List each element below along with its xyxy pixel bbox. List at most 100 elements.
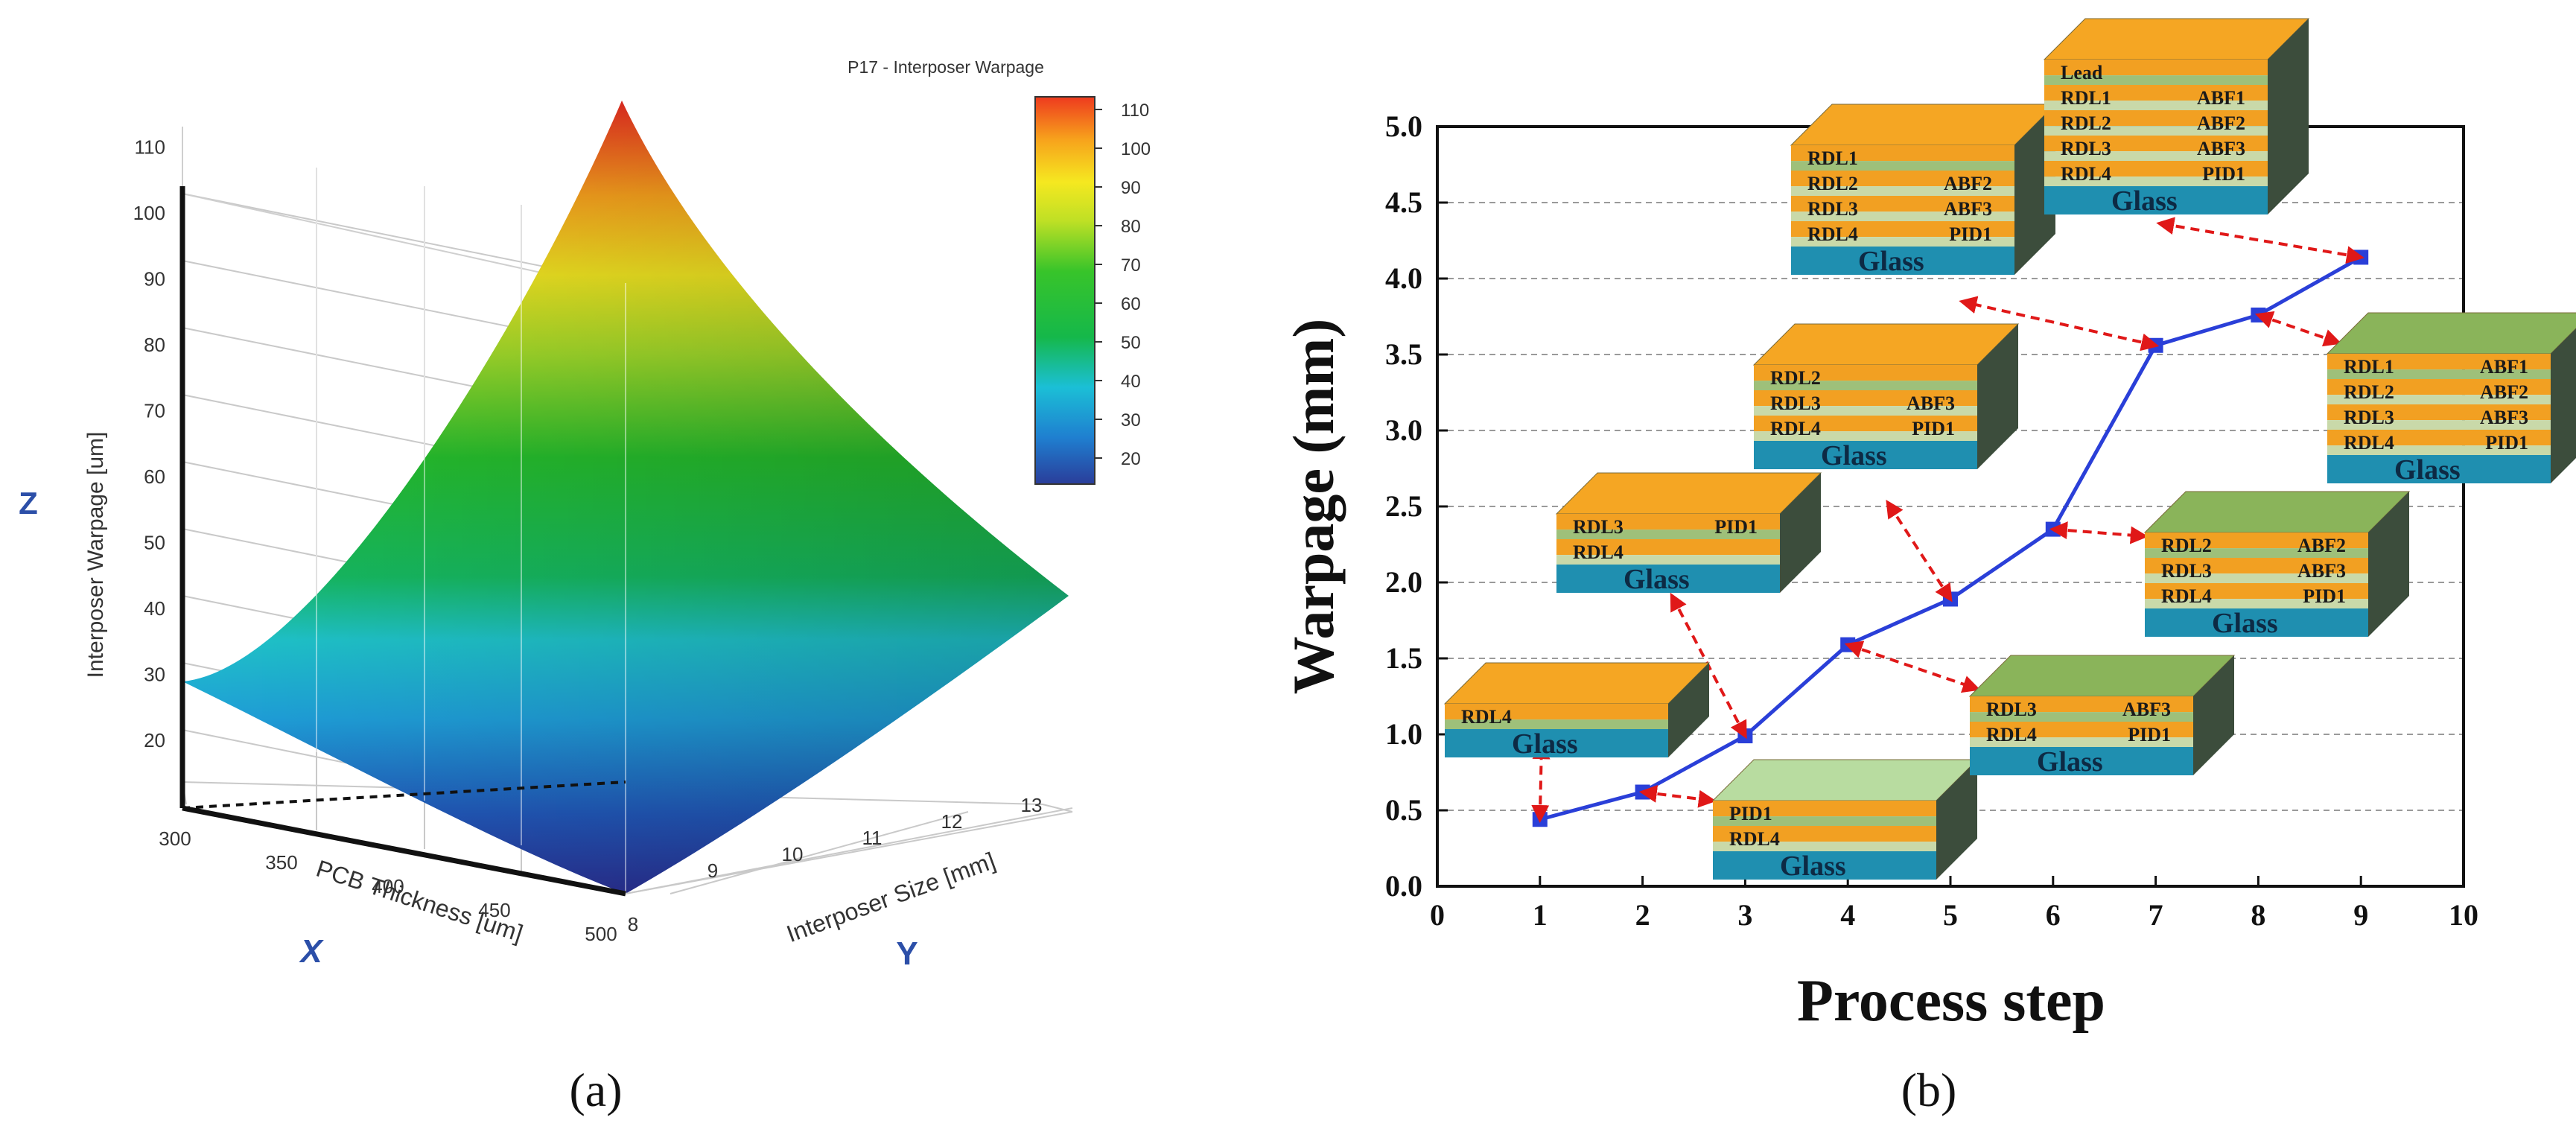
colorbar-tick-30: 30	[1121, 410, 1141, 430]
stack-layer-band-lower	[1556, 555, 1780, 565]
panel-b: 0 1 2 3 4 5 6 7 8 9 10 0.0 0.5 1.0 1.5 2.0 2.5 3.0 3.5 4.0…	[1281, 15, 2576, 1116]
stack-label-abf3: ABF3	[2297, 560, 2346, 582]
stack-layer-band-lower	[1713, 816, 1936, 826]
stack-glass-layer	[2145, 608, 2368, 637]
stack-layer-band	[1791, 196, 2014, 212]
stack-layer-band	[2327, 354, 2551, 370]
stack-label-pid1: PID1	[2485, 432, 2528, 454]
stack-label-rdl2: RDL2	[2344, 381, 2394, 403]
stack-glass-label: Glass	[1821, 440, 1887, 471]
stack-layer-band	[2044, 136, 2268, 152]
stack-side-face	[1780, 473, 1821, 593]
x-tick-300: 300	[159, 827, 191, 850]
stack-layer-band-lower	[1791, 237, 2014, 247]
stack-label-rdl4: RDL4	[1770, 418, 1821, 439]
x-tick-b-4: 4	[1840, 898, 1855, 932]
stack-glass-label: Glass	[1623, 564, 1690, 595]
stack-top-face	[2143, 491, 2411, 533]
x-tick-b-8: 8	[2251, 898, 2265, 932]
y-tick-labels: 8 9 10 11 12 13	[628, 794, 1043, 935]
panel-a-label: (a)	[569, 1064, 622, 1116]
stack-side-face	[2368, 492, 2409, 637]
y-tick-10: 10	[782, 843, 804, 865]
y-axis-line	[625, 807, 1073, 894]
stack-layer-band	[2327, 404, 2551, 421]
stack-side-face	[2193, 655, 2234, 775]
z-tick-30: 30	[144, 664, 165, 686]
stack-label-pid1: PID1	[1949, 223, 1992, 245]
surface-shading	[182, 101, 1069, 894]
x-axis-line	[182, 805, 626, 897]
x-tick-labels: 300 350 400 450 500	[159, 827, 617, 945]
z-tick-20: 20	[144, 729, 165, 751]
z-tick-70: 70	[144, 400, 165, 422]
stack-top-face	[1555, 472, 1822, 515]
arrow-step-5	[1886, 499, 1953, 603]
stack-side-face	[1936, 760, 1977, 880]
panel-a: 20 30 40 50 60 70 80 90 100 110 300 350 400 450 500 8…	[19, 45, 1162, 1116]
stack-label-rdl4: RDL4	[1807, 223, 1858, 245]
stack-layer-band	[2044, 161, 2268, 177]
stack-step-6: RDL2 ABF2 RDL3 ABF3 RDL4 PID1 Glass	[2143, 491, 2411, 639]
stack-label-pid1: PID1	[2303, 585, 2346, 607]
stack-layer-band-lower	[2044, 126, 2268, 136]
y-axis-letter: Y	[896, 935, 917, 972]
stack-layer-band-lower	[2044, 177, 2268, 186]
stack-layer-band-lower	[1791, 186, 2014, 196]
stack-glass-label: Glass	[2037, 746, 2103, 778]
stack-top-face	[1752, 323, 2020, 366]
stack-step-7: RDL1 RDL2 ABF2 RDL3 ABF3 RDL4 PID1 Glass	[1790, 104, 2057, 277]
colorbar-tick-60: 60	[1121, 294, 1141, 314]
y-tick-b-4.0: 4.0	[1385, 261, 1422, 295]
z-tick-60: 60	[144, 465, 165, 488]
y-tick-13: 13	[1021, 794, 1043, 816]
stack-layer-band-lower	[1556, 530, 1780, 539]
stack-label-lead: Lead	[2061, 62, 2103, 83]
stack-layer-band	[1970, 696, 2193, 713]
stack-layer-band-lower	[2327, 420, 2551, 430]
stack-label-abf2: ABF2	[2480, 381, 2528, 403]
stack-layer-band	[2145, 583, 2368, 600]
stack-label-rdl3: RDL3	[2344, 407, 2394, 428]
stack-glass-label: Glass	[1858, 246, 1924, 277]
colorbar	[1034, 96, 1095, 485]
y-tick-9: 9	[707, 859, 718, 882]
y-tick-b-1.5: 1.5	[1385, 641, 1422, 675]
x-tick-b-3: 3	[1737, 898, 1752, 932]
stack-glass-label: Glass	[2394, 454, 2461, 486]
z-tick-100: 100	[133, 202, 165, 224]
stack-label-rdl4: RDL4	[2161, 585, 2212, 607]
stack-top-face	[2326, 312, 2576, 355]
arrow-step-2	[1638, 784, 1717, 808]
stack-label-pid1: PID1	[2128, 724, 2171, 746]
stack-label-rdl4: RDL4	[1573, 541, 1623, 563]
z-axis-label: Interposer Warpage [um]	[83, 432, 108, 678]
stack-glass-layer	[1970, 747, 2193, 775]
y-tick-labels-b: 0.0 0.5 1.0 1.5 2.0 2.5 3.0 3.5 4.0 4.5 5.0	[1385, 109, 1448, 903]
stack-label-rdl1: RDL1	[1807, 147, 1858, 169]
stack-step-5: RDL2 RDL3 ABF3 RDL4 PID1 Glass	[1752, 323, 2020, 471]
stack-layer-band-lower	[2145, 573, 2368, 583]
stack-glass-layer	[2044, 186, 2268, 214]
y-tick-b-3.5: 3.5	[1385, 337, 1422, 371]
stack-label-abf2: ABF2	[1944, 173, 1992, 194]
stack-label-abf2: ABF2	[2297, 535, 2346, 556]
colorbar-tick-70: 70	[1121, 255, 1141, 276]
stack-layer-band-lower	[2044, 75, 2268, 85]
stack-layer-band-lower	[1713, 842, 1936, 851]
stack-layer-band	[1713, 801, 1936, 817]
stack-layer-band	[1754, 365, 1977, 381]
chart-a-title: P17 - Interposer Warpage	[847, 57, 1044, 77]
y-tick-b-3.0: 3.0	[1385, 413, 1422, 447]
stack-layer-band	[2327, 379, 2551, 395]
stack-step-9: Lead RDL1 ABF1 RDL2 ABF2 RDL3 ABF3 RDL4 PID1 Glas…	[2043, 18, 2310, 217]
stack-glass-label: Glass	[2111, 185, 2178, 217]
stack-layer-band-lower	[2327, 395, 2551, 404]
stack-layer-band	[2044, 110, 2268, 127]
stack-layer-band	[1754, 416, 1977, 432]
stack-layer-band	[2145, 533, 2368, 549]
y-tick-b-0.5: 0.5	[1385, 793, 1422, 827]
